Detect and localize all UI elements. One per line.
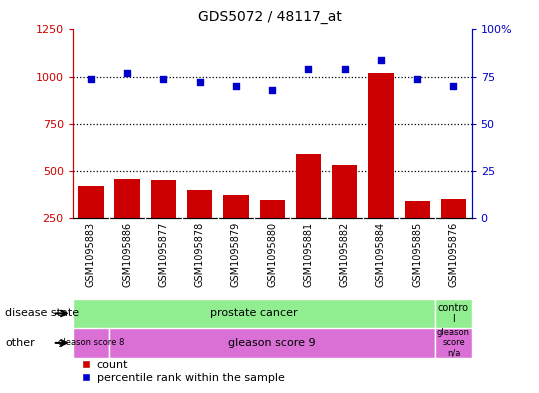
Point (268, 87, 277, 93)
Bar (368, 73, 393, 265)
Bar (259, 200, 285, 265)
Text: gleason
score
n/a: gleason score n/a (437, 328, 470, 358)
Bar (332, 165, 357, 265)
Bar (73, 328, 109, 358)
Text: gleason score 9: gleason score 9 (229, 338, 316, 348)
Text: GSM1095881: GSM1095881 (303, 222, 314, 287)
Text: GSM1095885: GSM1095885 (412, 222, 422, 287)
Bar (436, 299, 472, 328)
Bar (405, 201, 430, 265)
Point (341, 66, 349, 72)
Text: gleason score 8: gleason score 8 (58, 338, 124, 347)
Bar (296, 154, 321, 265)
Text: GSM1095880: GSM1095880 (267, 222, 277, 287)
Text: GSM1095886: GSM1095886 (122, 222, 132, 287)
Text: prostate cancer: prostate cancer (210, 309, 298, 318)
Point (87, 75, 95, 82)
Point (123, 70, 132, 76)
Bar (441, 199, 466, 265)
Point (377, 57, 385, 63)
Bar (114, 178, 140, 265)
Text: GSM1095876: GSM1095876 (448, 222, 459, 287)
Text: GSM1095877: GSM1095877 (158, 222, 168, 287)
Point (195, 79, 204, 85)
Bar (187, 190, 212, 265)
Text: GSM1095882: GSM1095882 (340, 222, 350, 287)
Text: GSM1095884: GSM1095884 (376, 222, 386, 287)
Text: GSM1095883: GSM1095883 (86, 222, 96, 287)
Bar (78, 186, 103, 265)
Text: contro
l: contro l (438, 303, 469, 324)
Legend: count, percentile rank within the sample: count, percentile rank within the sample (75, 355, 289, 387)
Bar (436, 328, 472, 358)
Text: GSM1095879: GSM1095879 (231, 222, 241, 287)
Point (232, 83, 240, 89)
Text: disease state: disease state (5, 309, 80, 318)
Text: GDS5072 / 48117_at: GDS5072 / 48117_at (198, 10, 341, 24)
Point (159, 75, 168, 82)
Text: GSM1095878: GSM1095878 (195, 222, 205, 287)
Point (304, 66, 313, 72)
Bar (109, 328, 436, 358)
Bar (151, 180, 176, 265)
Point (413, 75, 421, 82)
Point (449, 83, 458, 89)
Text: other: other (5, 338, 35, 348)
Bar (223, 195, 248, 265)
